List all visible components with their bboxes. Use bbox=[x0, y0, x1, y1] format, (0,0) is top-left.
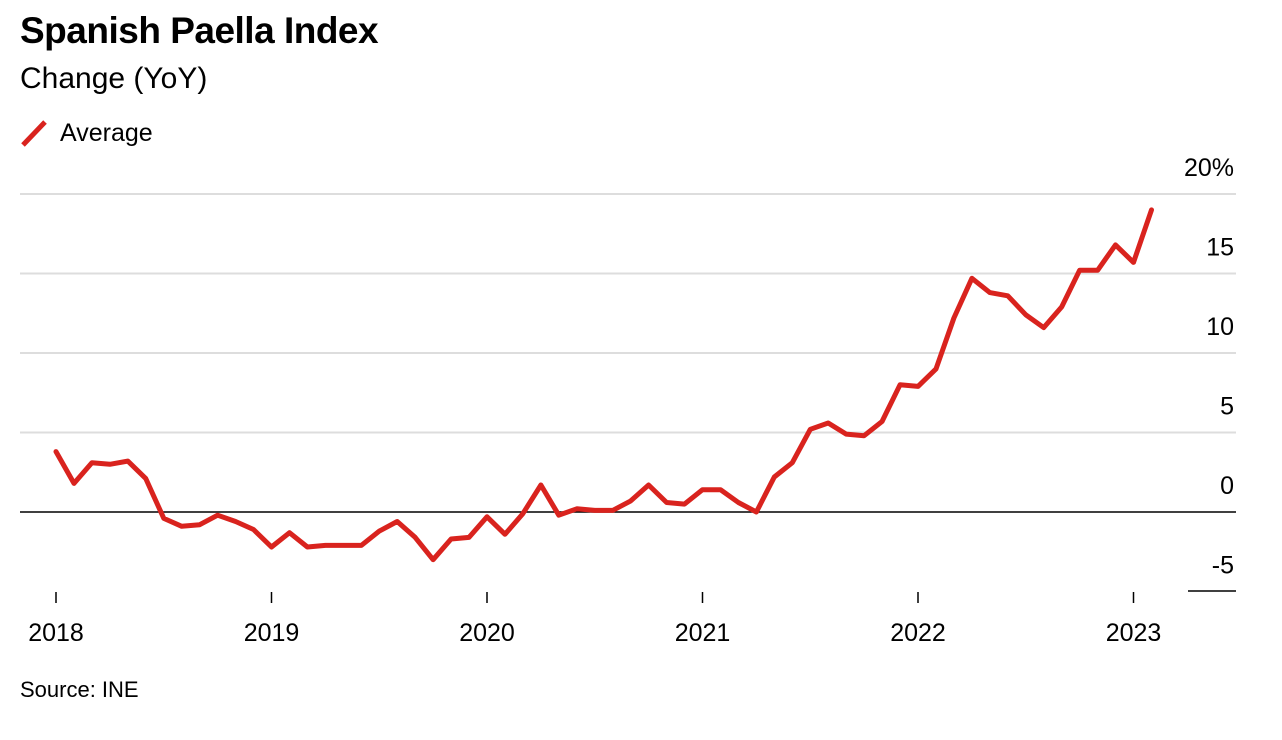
chart-subtitle: Change (YoY) bbox=[20, 62, 208, 95]
x-tick-label: 2021 bbox=[675, 619, 731, 647]
y-tick-labels: 20% 15 10 5 0 -5 bbox=[1184, 154, 1234, 580]
legend-swatch-average bbox=[21, 120, 47, 147]
grid-lines bbox=[20, 193, 1236, 434]
legend-label-average: Average bbox=[60, 118, 153, 147]
y-tick-label: 5 bbox=[1220, 393, 1234, 421]
y-tick-label: 20% bbox=[1184, 154, 1234, 182]
y-tick-label: -5 bbox=[1212, 552, 1234, 580]
x-tick-labels: 2018 2019 2020 2021 2022 2023 bbox=[28, 619, 1161, 647]
x-tick-label: 2023 bbox=[1106, 619, 1162, 647]
y-tick-label: 10 bbox=[1206, 313, 1234, 341]
y-tick-label: 15 bbox=[1206, 234, 1234, 262]
x-tick-label: 2019 bbox=[244, 619, 300, 647]
chart-title: Spanish Paella Index bbox=[20, 10, 379, 51]
axes bbox=[20, 511, 1236, 603]
legend: Average bbox=[20, 116, 153, 150]
y-tick-label: 0 bbox=[1220, 472, 1234, 500]
x-tick-label: 2022 bbox=[890, 619, 946, 647]
x-tick-label: 2020 bbox=[459, 619, 515, 647]
x-tick-label: 2018 bbox=[28, 619, 84, 647]
series-layer bbox=[53, 207, 1154, 563]
source-note: Source: INE bbox=[20, 677, 139, 702]
series-line-average bbox=[53, 207, 1154, 563]
